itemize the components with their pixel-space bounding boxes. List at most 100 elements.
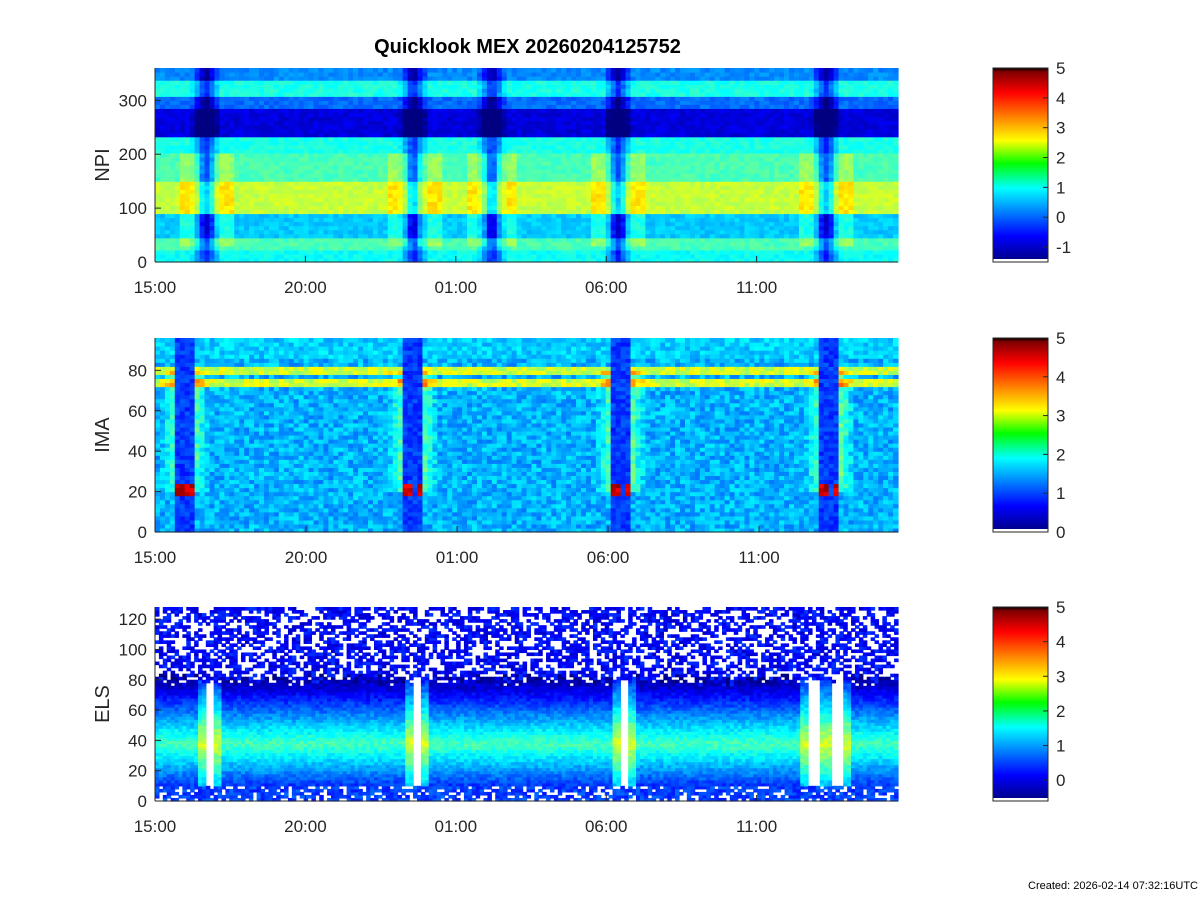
heatmap-cell bbox=[368, 112, 374, 117]
heatmap-cell bbox=[452, 234, 458, 239]
heatmap-cell bbox=[447, 141, 453, 146]
heatmap-cell bbox=[224, 112, 230, 117]
heatmap-cell bbox=[284, 133, 290, 138]
heatmap-cell bbox=[249, 238, 255, 243]
heatmap-cell bbox=[205, 68, 211, 73]
heatmap-cell bbox=[422, 125, 428, 130]
heatmap-cell bbox=[546, 218, 552, 223]
heatmap-cell bbox=[209, 125, 215, 130]
heatmap-cell bbox=[645, 165, 651, 170]
heatmap-cell bbox=[259, 181, 265, 186]
heatmap-cell bbox=[398, 218, 404, 223]
heatmap-cell bbox=[497, 226, 503, 231]
heatmap-cell bbox=[348, 205, 354, 210]
heatmap-cell bbox=[249, 165, 255, 170]
heatmap-cell bbox=[408, 197, 414, 202]
heatmap-cell bbox=[527, 104, 533, 109]
heatmap-cell bbox=[601, 222, 607, 227]
heatmap-cell bbox=[536, 222, 542, 227]
heatmap-cell bbox=[606, 76, 612, 81]
heatmap-cell bbox=[457, 84, 463, 89]
heatmap-cell bbox=[655, 250, 661, 255]
heatmap-cell bbox=[596, 226, 602, 231]
heatmap-cell bbox=[314, 250, 320, 255]
heatmap-cell bbox=[254, 193, 260, 198]
heatmap-cell bbox=[467, 121, 473, 126]
heatmap-cell bbox=[284, 181, 290, 186]
heatmap-cell bbox=[383, 246, 389, 251]
heatmap-cell bbox=[437, 137, 443, 142]
heatmap-cell bbox=[318, 108, 324, 113]
heatmap-cell bbox=[561, 96, 567, 101]
heatmap-cell bbox=[408, 121, 414, 126]
heatmap-cell bbox=[244, 214, 250, 219]
heatmap-cell bbox=[452, 246, 458, 251]
heatmap-cell bbox=[527, 88, 533, 93]
heatmap-cell bbox=[432, 218, 438, 223]
heatmap-cell bbox=[338, 201, 344, 206]
heatmap-cell bbox=[586, 165, 592, 170]
heatmap-cell bbox=[536, 121, 542, 126]
heatmap-cell bbox=[398, 88, 404, 93]
heatmap-cell bbox=[259, 193, 265, 198]
heatmap-cell bbox=[432, 125, 438, 130]
heatmap-cell bbox=[418, 250, 424, 255]
heatmap-cell bbox=[393, 96, 399, 101]
heatmap-cell bbox=[378, 137, 384, 142]
heatmap-cell bbox=[462, 100, 468, 105]
heatmap-cell bbox=[561, 157, 567, 162]
heatmap-cell bbox=[284, 104, 290, 109]
heatmap-cell bbox=[160, 104, 166, 109]
heatmap-cell bbox=[373, 88, 379, 93]
heatmap-cell bbox=[571, 88, 577, 93]
heatmap-cell bbox=[566, 214, 572, 219]
heatmap-cell bbox=[200, 214, 206, 219]
heatmap-cell bbox=[477, 254, 483, 259]
heatmap-cell bbox=[378, 197, 384, 202]
heatmap-cell bbox=[561, 254, 567, 259]
heatmap-cell bbox=[616, 169, 622, 174]
heatmap-cell bbox=[155, 121, 161, 126]
heatmap-cell bbox=[363, 197, 369, 202]
heatmap-cell bbox=[294, 153, 300, 158]
heatmap-cell bbox=[556, 250, 562, 255]
heatmap-cell bbox=[546, 125, 552, 130]
heatmap-cell bbox=[259, 76, 265, 81]
heatmap-cell bbox=[348, 197, 354, 202]
heatmap-cell bbox=[561, 80, 567, 85]
heatmap-cell bbox=[507, 145, 513, 150]
heatmap-cell bbox=[487, 254, 493, 259]
heatmap-cell bbox=[170, 153, 176, 158]
heatmap-cell bbox=[383, 230, 389, 235]
heatmap-cell bbox=[205, 161, 211, 166]
heatmap-cell bbox=[239, 96, 245, 101]
heatmap-cell bbox=[447, 104, 453, 109]
heatmap-cell bbox=[437, 250, 443, 255]
heatmap-cell bbox=[546, 141, 552, 146]
heatmap-cell bbox=[343, 205, 349, 210]
heatmap-cell bbox=[413, 72, 419, 77]
heatmap-cell bbox=[541, 129, 547, 134]
heatmap-cell bbox=[378, 104, 384, 109]
heatmap-cell bbox=[294, 197, 300, 202]
heatmap-cell bbox=[309, 250, 315, 255]
heatmap-cell bbox=[333, 205, 339, 210]
heatmap-cell bbox=[462, 104, 468, 109]
heatmap-cell bbox=[452, 254, 458, 259]
heatmap-cell bbox=[556, 125, 562, 130]
heatmap-cell bbox=[650, 177, 656, 182]
heatmap-cell bbox=[418, 157, 424, 162]
heatmap-cell bbox=[596, 92, 602, 97]
heatmap-cell bbox=[551, 197, 557, 202]
heatmap-cell bbox=[527, 157, 533, 162]
heatmap-cell bbox=[180, 117, 186, 122]
heatmap-cell bbox=[393, 133, 399, 138]
heatmap-cell bbox=[581, 153, 587, 158]
heatmap-cell bbox=[413, 108, 419, 113]
heatmap-cell bbox=[185, 173, 191, 178]
heatmap-cell bbox=[551, 254, 557, 259]
heatmap-cell bbox=[338, 133, 344, 138]
heatmap-cell bbox=[373, 218, 379, 223]
heatmap-cell bbox=[284, 157, 290, 162]
heatmap-cell bbox=[631, 209, 637, 214]
